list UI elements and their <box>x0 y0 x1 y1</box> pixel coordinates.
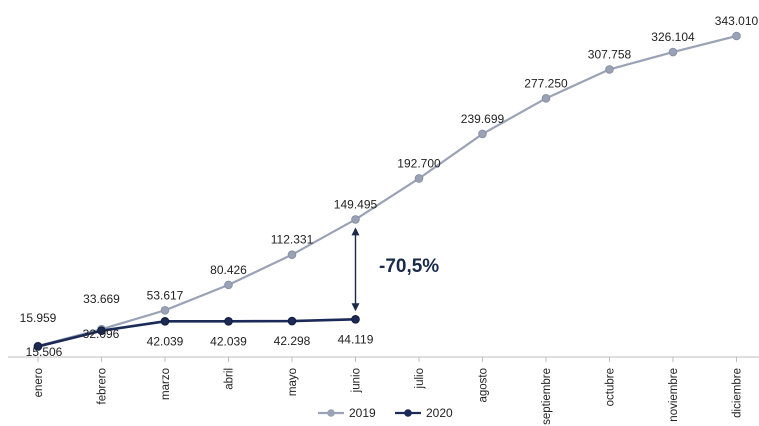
annotation-label: -70,5% <box>379 256 439 277</box>
x-tick-label-febrero: febrero <box>97 368 109 404</box>
data-point-2019-septiembre <box>541 94 551 103</box>
legend-swatch-marker-2020 <box>404 409 412 417</box>
data-point-2019-agosto <box>478 129 487 139</box>
data-label-2020-abril: 42.039 <box>210 334 247 348</box>
series-line-2020 <box>37 318 356 348</box>
data-point-2019-mayo <box>287 250 297 259</box>
data-point-2019-junio <box>351 215 360 224</box>
data-point-2019-noviembre <box>668 47 678 57</box>
data-label-2020-enero: 15.506 <box>26 345 63 359</box>
data-label-2019-abril: 80.426 <box>210 263 247 277</box>
x-tick-label-marzo: marzo <box>160 368 172 400</box>
data-point-2019-julio <box>414 174 424 183</box>
x-tick-label-enero: enero <box>33 368 45 397</box>
data-label-2019-marzo: 53.617 <box>147 288 184 302</box>
data-label-2020-marzo: 42.039 <box>147 334 184 348</box>
data-point-2019-octubre <box>605 65 614 74</box>
data-point-2020-febrero <box>97 326 106 336</box>
x-tick-label-agosto: agosto <box>478 368 490 403</box>
data-label-2019-mayo: 112.331 <box>271 233 314 247</box>
data-point-2020-enero <box>33 342 43 351</box>
x-tick-label-junio: junio <box>351 368 363 393</box>
x-tick-label-diciembre: diciembre <box>732 368 744 418</box>
data-label-2019-junio: 149.495 <box>334 197 378 211</box>
data-point-2019-diciembre <box>732 31 741 41</box>
data-point-2019-abril <box>224 280 233 290</box>
legend-swatch-marker-2019 <box>327 409 335 417</box>
data-label-2020-junio: 44.119 <box>338 332 374 346</box>
data-point-2020-marzo <box>160 316 170 326</box>
data-label-2019-agosto: 239.699 <box>461 112 505 126</box>
legend-label-2020: 2020 <box>426 406 453 420</box>
x-tick-label-septiembre: septiembre <box>541 368 553 425</box>
data-label-2020-febrero: 32.096 <box>83 327 120 341</box>
data-label-2019-enero: 15.959 <box>20 311 57 325</box>
x-tick-label-julio: julio <box>414 368 426 389</box>
data-point-2020-junio <box>351 315 360 324</box>
data-label-2019-noviembre: 326.104 <box>651 30 695 44</box>
annotation-arrowhead-down <box>351 303 360 312</box>
series-line-2019 <box>37 34 737 348</box>
data-label-2019-julio: 192.700 <box>397 156 441 170</box>
x-tick-label-noviembre: noviembre <box>668 368 680 422</box>
data-point-2019-marzo <box>160 306 170 315</box>
x-tick-label-mayo: mayo <box>287 368 299 396</box>
data-label-2019-septiembre: 277.250 <box>524 76 568 90</box>
annotation-arrowhead-up <box>351 227 360 236</box>
data-point-2020-abril <box>224 316 233 326</box>
data-label-2019-diciembre: 343.010 <box>715 14 759 28</box>
data-label-2019-octubre: 307.758 <box>588 47 632 61</box>
data-label-2020-mayo: 42.298 <box>274 334 311 348</box>
data-point-2020-mayo <box>287 316 297 326</box>
data-label-2019-febrero: 33.669 <box>83 292 120 306</box>
legend-label-2019: 2019 <box>349 406 376 420</box>
x-tick-label-abril: abril <box>224 368 236 390</box>
x-tick-label-octubre: octubre <box>605 368 617 406</box>
